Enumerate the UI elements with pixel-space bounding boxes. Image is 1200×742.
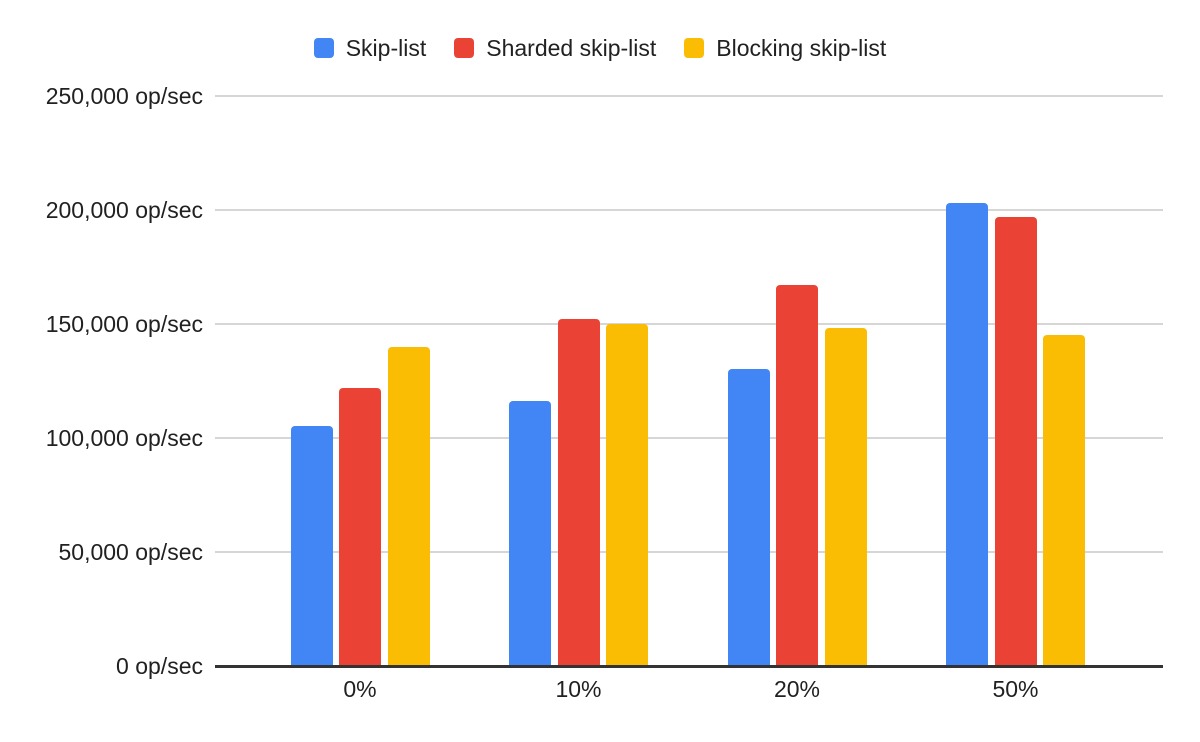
legend-label: Blocking skip-list xyxy=(716,35,887,61)
y-axis-tick-label: 200,000 op/sec xyxy=(45,197,203,223)
legend-item-blocking-skip-list: Blocking skip-list xyxy=(684,36,886,60)
gridline xyxy=(215,437,1163,439)
bar-blocking-skip-list-20 xyxy=(824,328,867,668)
bar-blocking-skip-list-10 xyxy=(606,324,648,668)
bar-skip-list-10 xyxy=(509,401,551,668)
legend-swatch-icon xyxy=(684,38,705,58)
gridline xyxy=(215,209,1163,211)
y-axis-tick-label: 0 op/sec xyxy=(116,653,203,679)
bar-sharded-skip-list-10 xyxy=(557,319,600,668)
legend-label: Skip-list xyxy=(345,35,427,61)
chart-legend: Skip-list Sharded skip-list Blocking skip-… xyxy=(0,36,1200,60)
bar-blocking-skip-list-50 xyxy=(1043,335,1085,668)
x-axis-category-label: 50% xyxy=(992,676,1039,702)
bar-sharded-skip-list-0 xyxy=(339,388,381,668)
x-axis-category-label: 0% xyxy=(343,676,377,702)
bar-skip-list-50 xyxy=(946,203,988,668)
legend-item-sharded-skip-list: Sharded skip-list xyxy=(454,36,656,60)
gridline xyxy=(215,551,1163,553)
y-axis-tick-label: 50,000 op/sec xyxy=(58,539,203,565)
x-axis-category-label: 10% xyxy=(555,676,602,702)
gridline xyxy=(215,95,1163,97)
x-axis-category-label: 20% xyxy=(773,676,821,702)
legend-item-skip-list: Skip-list xyxy=(313,35,427,61)
bar-sharded-skip-list-50 xyxy=(994,217,1037,668)
y-axis-tick-label: 150,000 op/sec xyxy=(45,311,203,337)
y-axis-tick-label: 250,000 op/sec xyxy=(45,83,203,109)
legend-label: Sharded skip-list xyxy=(486,35,657,61)
legend-swatch-icon xyxy=(313,38,334,58)
gridline xyxy=(215,323,1163,325)
bar-skip-list-0 xyxy=(290,426,333,668)
x-axis-line xyxy=(215,665,1163,668)
bar-sharded-skip-list-20 xyxy=(776,285,818,668)
y-axis-tick-label: 100,000 op/sec xyxy=(45,425,203,451)
bar-blocking-skip-list-0 xyxy=(387,347,430,668)
bar-skip-list-20 xyxy=(727,369,770,668)
legend-swatch-icon xyxy=(454,38,475,58)
